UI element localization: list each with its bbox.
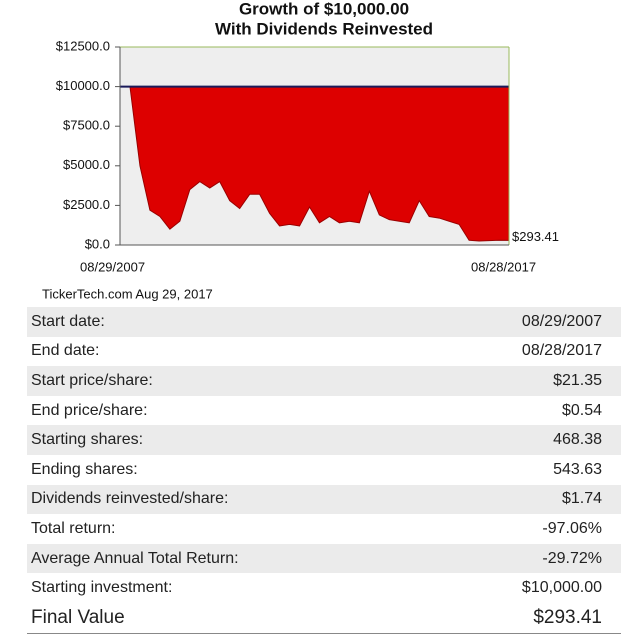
- row-value: -29.72%: [542, 549, 602, 567]
- row-value: 543.63: [553, 460, 602, 478]
- row-value: $21.35: [553, 371, 602, 389]
- row-label: End price/share:: [31, 401, 148, 419]
- row-value: $293.41: [533, 606, 602, 628]
- row-label: Dividends reinvested/share:: [31, 490, 229, 508]
- row-value: 08/28/2017: [521, 342, 602, 360]
- y-tick-label: $5000.0: [63, 157, 110, 172]
- table-row: Starting shares: 468.38: [27, 425, 621, 455]
- row-value: -97.06%: [542, 519, 602, 537]
- row-value: $10,000.00: [521, 579, 602, 597]
- row-label: Starting investment:: [31, 579, 173, 597]
- table-row: Total return: -97.06%: [27, 514, 621, 544]
- plot-mask: [120, 86, 509, 245]
- row-label: Starting shares:: [31, 431, 144, 449]
- row-label: Start price/share:: [31, 371, 153, 389]
- table-row: Final Value $293.41: [27, 602, 621, 634]
- row-label: Ending shares:: [31, 460, 138, 478]
- row-label: Start date:: [31, 312, 105, 330]
- y-tick-label: $7500.0: [63, 118, 110, 133]
- data-label: $293.41: [512, 229, 559, 244]
- row-value: $0.54: [561, 401, 602, 419]
- source: TickerTech.com Aug 29, 2017: [42, 286, 213, 301]
- table-row: Start price/share: $21.35: [27, 366, 621, 396]
- y-tick-label: $10000.0: [56, 78, 110, 93]
- chart-title: Growth of $10,000.00: [239, 0, 409, 18]
- row-value: 468.38: [553, 431, 602, 449]
- y-tick-label: $2500.0: [63, 197, 110, 212]
- x-tick-label: 08/29/2007: [80, 259, 145, 274]
- x-tick-label: 08/28/2017: [471, 259, 536, 274]
- row-value: 08/29/2007: [521, 312, 602, 330]
- value-line: [120, 86, 510, 242]
- row-label: Total return:: [31, 519, 116, 537]
- y-tick-label: $0.0: [85, 236, 110, 251]
- table-row: End price/share: $0.54: [27, 396, 621, 426]
- table-row: Dividends reinvested/share: $1.74: [27, 484, 621, 515]
- chart-subtitle: With Dividends Reinvested: [215, 19, 433, 38]
- table-row: End date: 08/28/2017: [27, 337, 621, 367]
- table-row: Average Annual Total Return: -29.72%: [27, 543, 621, 574]
- row-value: $1.74: [561, 490, 602, 508]
- table-row: Ending shares: 543.63: [27, 455, 621, 485]
- y-tick-label: $12500.0: [56, 38, 110, 53]
- table-row: Start date: 08/29/2007: [27, 307, 621, 337]
- table: Start date: 08/29/2007 End date: 08/28/2017…: [27, 307, 621, 634]
- table-row: Starting investment: $10,000.00: [27, 573, 621, 603]
- row-label: End date:: [31, 342, 100, 360]
- chart: Growth of $10,000.00 With Dividends Rein…: [42, 0, 559, 301]
- row-label: Final Value: [31, 606, 125, 628]
- row-label: Average Annual Total Return:: [31, 549, 239, 567]
